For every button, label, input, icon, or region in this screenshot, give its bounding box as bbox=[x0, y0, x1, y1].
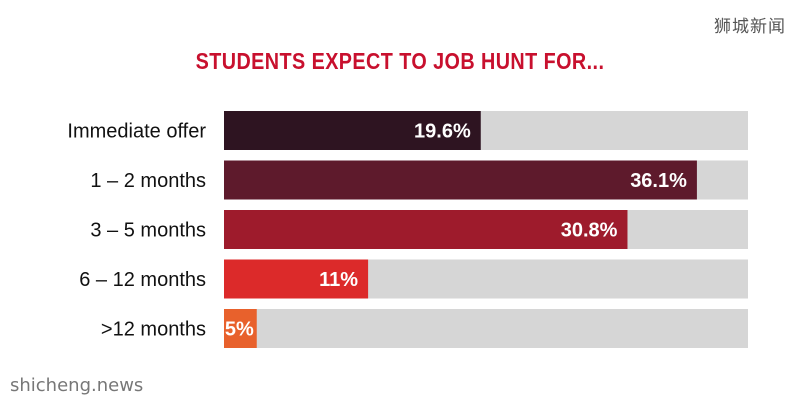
value-label: 30.8% bbox=[561, 220, 618, 242]
bar bbox=[224, 259, 369, 299]
watermark-bottom: shicheng.news bbox=[10, 375, 144, 396]
watermark-top: 狮城新闻 bbox=[714, 17, 786, 37]
value-label: 11% bbox=[319, 269, 358, 291]
category-label: 3 – 5 months bbox=[90, 220, 206, 242]
category-label: 1 – 2 months bbox=[90, 170, 206, 192]
category-label: >12 months bbox=[101, 319, 206, 341]
bar bbox=[224, 111, 481, 150]
bar bbox=[224, 160, 697, 200]
category-label: 6 – 12 months bbox=[79, 269, 206, 291]
category-label: Immediate offer bbox=[67, 121, 206, 143]
chart-title: STUDENTS EXPECT TO JOB HUNT FOR... bbox=[195, 48, 605, 74]
value-label: 19.6% bbox=[414, 121, 471, 143]
value-label: 36.1% bbox=[630, 170, 687, 192]
value-label: 2.5% bbox=[208, 319, 254, 341]
bar-track bbox=[224, 309, 748, 348]
bar bbox=[224, 210, 628, 249]
bar bbox=[224, 309, 257, 348]
